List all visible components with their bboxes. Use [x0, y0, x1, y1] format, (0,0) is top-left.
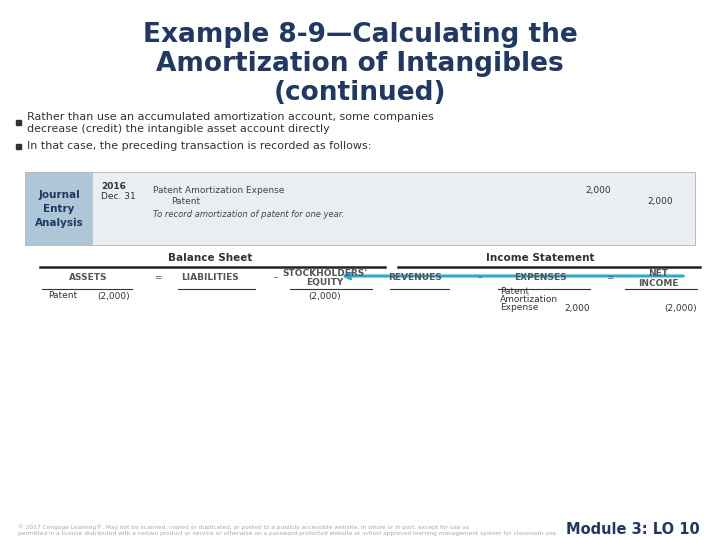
Bar [93, 172, 695, 245]
Text: (continued): (continued) [274, 80, 446, 106]
Text: EXPENSES: EXPENSES [513, 273, 567, 282]
Text: Patent: Patent [171, 197, 200, 206]
Text: Module 3: LO 10: Module 3: LO 10 [566, 523, 700, 537]
Bar [25, 172, 695, 245]
Text: In that case, the preceding transaction is recorded as follows:: In that case, the preceding transaction … [27, 141, 372, 151]
Text: Patent: Patent [48, 292, 77, 300]
Text: Patent: Patent [500, 287, 529, 296]
Text: INCOME: INCOME [638, 279, 678, 287]
Text: Amortization: Amortization [500, 295, 558, 305]
Text: 2,000: 2,000 [585, 186, 611, 195]
Text: REVENUES: REVENUES [388, 273, 442, 282]
Text: (2,000): (2,000) [309, 292, 341, 300]
Text: decrease (credit) the intangible asset account directly: decrease (credit) the intangible asset a… [27, 124, 330, 134]
Bar [16, 144, 21, 149]
Text: (2,000): (2,000) [665, 303, 697, 313]
Text: –: – [274, 273, 278, 282]
Bar [25, 172, 93, 245]
Text: Journal
Entry
Analysis: Journal Entry Analysis [35, 190, 84, 227]
Text: =: = [606, 273, 613, 282]
Text: ASSETS: ASSETS [68, 273, 107, 282]
Text: Rather than use an accumulated amortization account, some companies: Rather than use an accumulated amortizat… [27, 112, 433, 122]
Text: 2016: 2016 [101, 182, 126, 191]
Text: 2,000: 2,000 [647, 197, 672, 206]
Text: (2,000): (2,000) [97, 292, 130, 300]
Text: Example 8-9—Calculating the: Example 8-9—Calculating the [143, 22, 577, 48]
Text: Patent Amortization Expense: Patent Amortization Expense [153, 186, 284, 195]
Text: –: – [478, 273, 482, 282]
Text: =: = [154, 273, 162, 282]
Text: LIABILITIES: LIABILITIES [181, 273, 239, 282]
Text: To record amortization of patent for one year.: To record amortization of patent for one… [153, 210, 344, 219]
Text: Income Statement: Income Statement [486, 253, 594, 263]
Text: EQUITY: EQUITY [307, 279, 343, 287]
Text: STOCKHOLDERS': STOCKHOLDERS' [282, 269, 367, 279]
Text: Amortization of Intangibles: Amortization of Intangibles [156, 51, 564, 77]
Text: NET: NET [648, 269, 668, 279]
Text: © 2017 Cengage Learning®. May not be scanned, copied or duplicated, or posted to: © 2017 Cengage Learning®. May not be sca… [18, 524, 558, 536]
Text: Expense: Expense [500, 303, 539, 313]
Text: Dec. 31: Dec. 31 [101, 192, 136, 201]
Text: Balance Sheet: Balance Sheet [168, 253, 252, 263]
Bar [16, 119, 21, 125]
Text: 2,000: 2,000 [564, 303, 590, 313]
FancyArrowPatch shape [345, 273, 683, 279]
